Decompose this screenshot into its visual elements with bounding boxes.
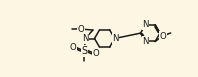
Text: O: O [93,49,99,58]
Text: N: N [82,34,89,43]
Text: O: O [78,25,85,34]
Text: O: O [69,43,76,52]
Text: S: S [81,46,88,56]
Text: O: O [160,32,166,41]
Text: N: N [142,20,149,29]
Text: N: N [142,37,149,46]
Text: N: N [112,34,119,43]
